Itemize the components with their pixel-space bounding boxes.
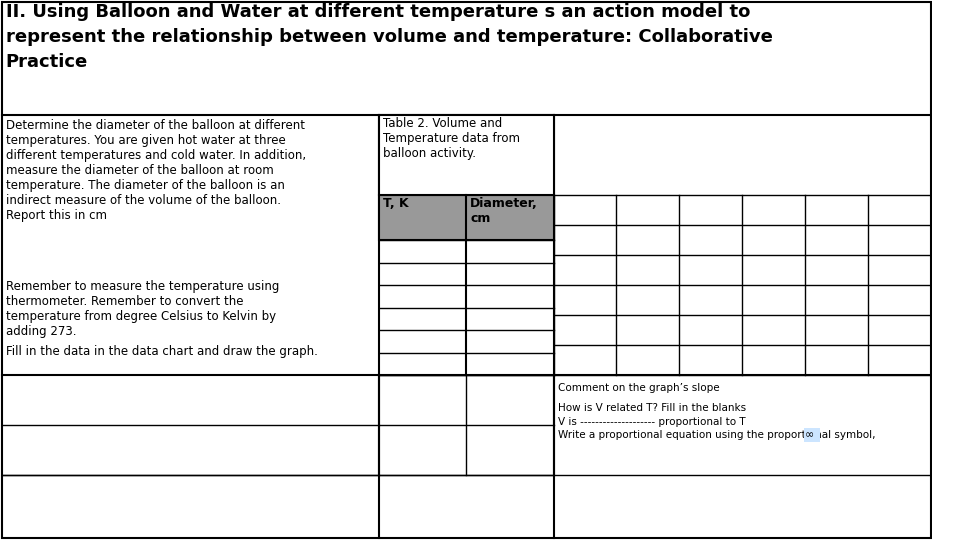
Text: How is V related T? Fill in the blanks: How is V related T? Fill in the blanks [558,403,746,413]
Text: T, K: T, K [383,197,408,210]
Text: Comment on the graph’s slope: Comment on the graph’s slope [558,383,719,393]
Bar [379,195,554,240]
Bar [379,115,554,195]
Text: Practice: Practice [6,53,88,71]
Text: Diameter,
cm: Diameter, cm [470,197,538,225]
Text: Determine the diameter of the balloon at different
temperatures. You are given h: Determine the diameter of the balloon at… [6,119,306,222]
Text: Fill in the data in the data chart and draw the graph.: Fill in the data in the data chart and d… [6,345,318,358]
Text: ∞: ∞ [805,430,814,440]
Text: Remember to measure the temperature using
thermometer. Remember to convert the
t: Remember to measure the temperature usin… [6,280,279,338]
Text: Table 2. Volume and
Temperature data from
balloon activity.: Table 2. Volume and Temperature data fro… [383,117,519,160]
Text: Write a proportional equation using the proportional symbol,: Write a proportional equation using the … [558,430,876,440]
Text: V is -------------------- proportional to T: V is -------------------- proportional t… [558,417,745,427]
Text: II. Using Balloon and Water at different temperature s an action model to: II. Using Balloon and Water at different… [6,3,750,21]
Text: represent the relationship between volume and temperature: Collaborative: represent the relationship between volum… [6,28,773,46]
Bar [804,428,820,442]
